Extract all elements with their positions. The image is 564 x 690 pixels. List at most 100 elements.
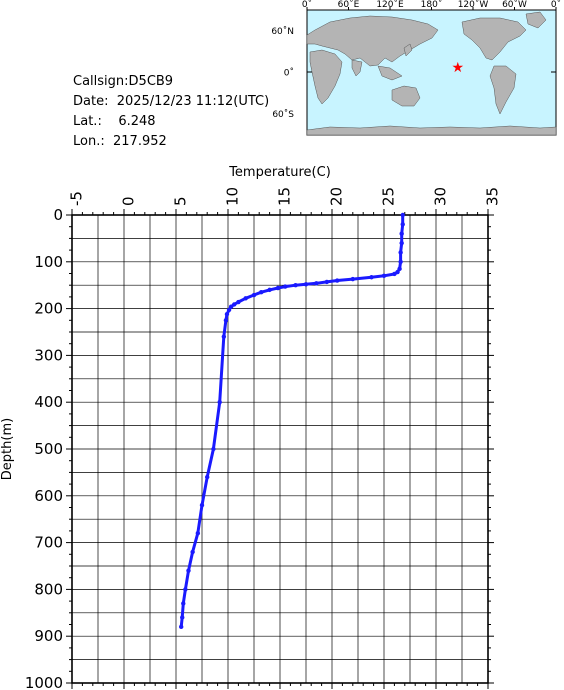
x-tick-label: 30: [432, 187, 450, 206]
profile-point: [303, 282, 309, 287]
map-land: [306, 11, 557, 136]
callsign-row: Callsign:D5CB9: [73, 72, 269, 92]
profile-point: [195, 531, 201, 536]
chart-grid: [71, 214, 489, 684]
y-tick-label: 400: [34, 393, 63, 411]
profile-point: [205, 474, 210, 480]
x-tick-label: 15: [276, 187, 294, 206]
x-tick-labels: -5 0 5 10 15 20 25 30 35: [68, 187, 502, 206]
profile-point: [181, 601, 186, 606]
x-tick-label: 25: [380, 187, 398, 206]
profile-point: [179, 624, 184, 630]
map-lon-label: 60˚E: [338, 0, 360, 10]
profile-point: [399, 231, 404, 236]
profile-point: [267, 287, 272, 293]
x-tick-label: 20: [328, 187, 346, 206]
profile-point: [186, 568, 191, 573]
land-india: [351, 59, 363, 77]
profile-point: [243, 296, 248, 301]
profile-point: [275, 285, 281, 291]
y-tick-label: 100: [34, 253, 63, 271]
land-north-america: [461, 17, 527, 61]
map-lon-label: 0˚: [302, 0, 312, 10]
y-tick-label: 200: [34, 300, 63, 318]
x-tick-label: -5: [68, 191, 86, 206]
profile-point: [369, 275, 374, 280]
x-tick-label: 5: [172, 196, 190, 206]
y-tick-label: 600: [34, 487, 63, 505]
land-south-america: [489, 65, 517, 115]
profile-point: [226, 307, 232, 313]
map-lon-labels: 0˚ 60˚E 120˚E 180˚ 120˚W 60˚W 0˚: [302, 0, 561, 10]
x-axis-title: Temperature(C): [228, 165, 331, 180]
x-tick-label: 10: [224, 187, 242, 206]
plot-frame: [71, 214, 489, 684]
profile-point: [397, 266, 402, 272]
date-value: 2025/12/23 11:12(UTC): [116, 94, 270, 109]
profile-point: [381, 273, 387, 279]
y-tick-label: 900: [34, 627, 63, 645]
lon-value: 217.952: [113, 134, 167, 149]
map-lat-label: 0˚: [284, 68, 294, 79]
profile-point: [190, 549, 195, 555]
temperature-profile: [179, 212, 405, 630]
map-lon-label: 120˚E: [376, 0, 404, 10]
map-lat-label: 60˚S: [272, 109, 294, 120]
profile-point: [180, 615, 185, 620]
callsign-value: D5CB9: [128, 74, 174, 89]
x-tick-label: 0: [120, 196, 138, 206]
world-map: 0˚ 60˚E 120˚E 180˚ 120˚W 60˚W 0˚ 60˚N 0˚ 60˚S ★: [271, 0, 561, 136]
land-se-asia: [377, 65, 403, 81]
land-australia: [391, 85, 421, 107]
station-info: Callsign:D5CB9 Date: 2025/12/23 11:12(UT…: [73, 72, 269, 152]
lon-label: Lon.:: [73, 134, 105, 149]
map-lon-label: 60˚W: [502, 0, 527, 10]
lat-value: 6.248: [118, 114, 156, 129]
profile-point: [232, 302, 237, 307]
profile-point: [314, 281, 319, 286]
profile-point: [183, 587, 188, 592]
profile-point: [223, 318, 229, 323]
callsign-label: Callsign:: [73, 74, 129, 89]
profile-point: [400, 222, 405, 227]
profile-point: [398, 259, 403, 264]
map-lat-label: 60˚N: [271, 26, 294, 37]
x-tick-label: 35: [484, 187, 502, 206]
profile-point: [398, 250, 403, 255]
profile-point: [251, 292, 257, 298]
y-tick-label: 500: [34, 440, 63, 458]
y-tick-labels: 0 100 200 300 400 500 600 700 800 900 1000: [25, 206, 63, 690]
profile-point: [283, 284, 288, 289]
profile-point: [217, 400, 222, 405]
map-lon-label: 120˚W: [458, 0, 489, 10]
profile-point: [221, 334, 227, 339]
date-label: Date:: [73, 94, 109, 109]
date-row: Date: 2025/12/23 11:12(UTC): [73, 92, 269, 112]
y-tick-label: 1000: [25, 674, 63, 690]
map-lon-label: 180˚: [421, 0, 443, 10]
land-antarctica: [306, 125, 557, 136]
y-axis-title: Depth(m): [0, 418, 15, 480]
map-lat-labels: 60˚N 0˚ 60˚S: [271, 26, 294, 120]
profile-point: [335, 278, 340, 283]
profile-point: [293, 283, 298, 288]
profile-point: [324, 279, 329, 285]
profile-point: [211, 446, 216, 452]
land-europe-asia: [306, 15, 439, 67]
profile-point: [236, 299, 241, 305]
map-lon-label: 0˚: [551, 0, 561, 10]
y-tick-label: 800: [34, 580, 63, 598]
land-greenland: [525, 11, 547, 29]
lon-row: Lon.: 217.952: [73, 132, 269, 152]
lat-row: Lat.: 6.248: [73, 112, 269, 132]
profile-point: [350, 276, 355, 282]
profile-point: [199, 502, 205, 508]
profile-point: [399, 240, 404, 246]
y-tick-label: 700: [34, 534, 63, 552]
location-marker-icon: ★: [451, 60, 464, 76]
y-tick-label: 0: [53, 206, 63, 224]
profile-point: [224, 312, 230, 317]
profile-point: [392, 271, 397, 277]
profile-point: [259, 290, 264, 295]
